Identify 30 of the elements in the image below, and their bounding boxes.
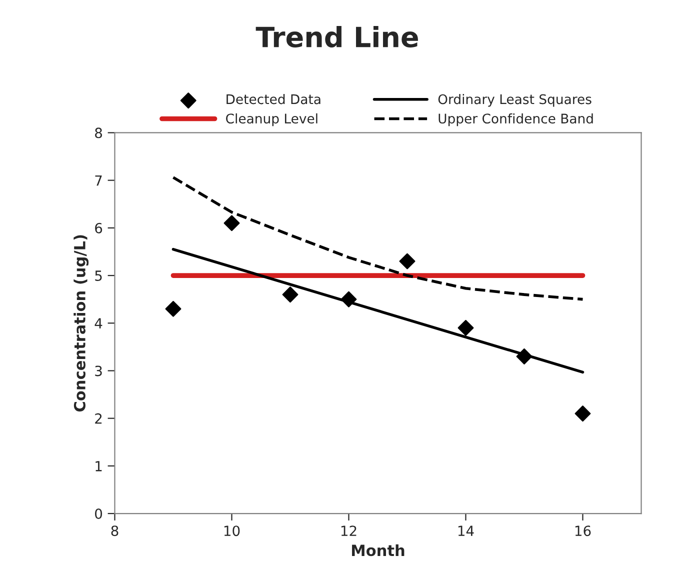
y-tick-label: 6: [95, 222, 102, 234]
point: [224, 215, 240, 232]
point: [165, 300, 182, 317]
point: [516, 348, 532, 364]
x-tick-label: 16: [575, 526, 591, 536]
x-tick-label: 10: [224, 526, 240, 536]
y-tick-label: 1: [96, 461, 102, 472]
y-tick-label: 5: [95, 270, 102, 281]
x-tick-label: 12: [341, 526, 356, 536]
point: [282, 286, 298, 303]
chart-title: Trend Line: [256, 26, 418, 48]
point: [340, 291, 357, 308]
y-tick-label: 8: [95, 128, 102, 138]
legend-label: Detected Data: [226, 94, 320, 104]
point: [458, 320, 474, 336]
point: [574, 406, 591, 422]
y-tick-label: 3: [95, 366, 102, 376]
x-tick-label: 8: [111, 526, 118, 536]
x-tick-label: 14: [458, 526, 474, 536]
legend-label: Upper Confidence Band: [438, 113, 593, 126]
y-axis-title: Concentration (ug/L): [74, 235, 89, 412]
legend-label: Ordinary Least Squares: [438, 94, 592, 107]
y-tick-label: 7: [95, 175, 102, 186]
x-axis-title: Month: [352, 544, 404, 556]
line-series: [172, 176, 584, 301]
y-tick-label: 0: [95, 508, 102, 520]
y-tick-label: 2: [95, 413, 102, 424]
legend-label: Cleanup Level: [226, 113, 318, 126]
y-tick-label: 4: [94, 318, 102, 328]
point: [399, 253, 416, 270]
